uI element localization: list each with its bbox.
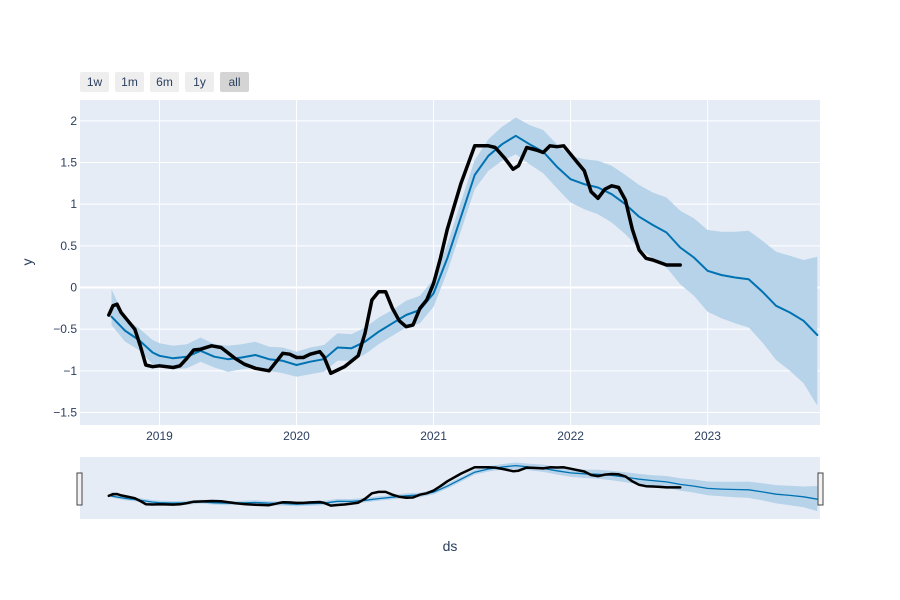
range-button-6m[interactable]: 6m [150,72,179,92]
range-button-1w-bg[interactable] [80,72,109,92]
y-tick-label: 1 [70,197,77,211]
gridlines [80,100,820,425]
range-button-1y-label[interactable]: 1y [193,75,206,89]
x-tick-label: 2020 [283,429,310,443]
range-slider-left-handle[interactable] [76,472,83,506]
range-slider-series [107,462,818,512]
y-axis-title: y [19,259,35,266]
range-button-1y-bg[interactable] [185,72,214,92]
main-series-layer [107,117,819,406]
range-button-1w-label[interactable]: 1w [87,75,103,89]
x-tick-label: 2021 [420,429,447,443]
y-tick-label: 0 [70,281,77,295]
range-button-6m-label[interactable]: 6m [156,75,173,89]
range-button-all-label[interactable]: all [228,75,240,89]
y-tick-label: −0.5 [53,322,77,336]
x-tick-label: 2022 [557,429,584,443]
y-tick-label: −1.5 [53,406,77,420]
y-tick-label: 1.5 [60,156,77,170]
range-selector: 1w 1m 6m 1y all [80,72,249,92]
range-button-1m[interactable]: 1m [115,72,144,92]
range-slider-right-handle[interactable] [817,472,824,506]
actual-series-line [107,144,682,376]
actual-series-line [107,466,682,507]
range-button-1w[interactable]: 1w [80,72,109,92]
forecast-series-line [110,464,818,505]
range-button-6m-bg[interactable] [150,72,179,92]
forecast-series-line [110,134,819,366]
x-axis-title: ds [443,538,458,554]
range-button-1y[interactable]: 1y [185,72,214,92]
range-button-all-bg[interactable] [220,72,249,92]
tick-labels: 2 1.5 1 0.5 0 −0.5 −1 −1.5 2019 2020 2021 2022 2023 [53,114,721,443]
uncertainty-band [111,462,818,512]
range-button-1m-bg[interactable] [115,72,144,92]
range-button-1m-label[interactable]: 1m [121,75,138,89]
x-tick-label: 2019 [146,429,173,443]
range-button-all[interactable]: all [220,72,249,92]
uncertainty-band [111,117,818,406]
x-tick-label: 2023 [694,429,721,443]
y-tick-label: 2 [70,114,77,128]
y-tick-label: −1 [63,364,77,378]
y-tick-label: 0.5 [60,239,77,253]
